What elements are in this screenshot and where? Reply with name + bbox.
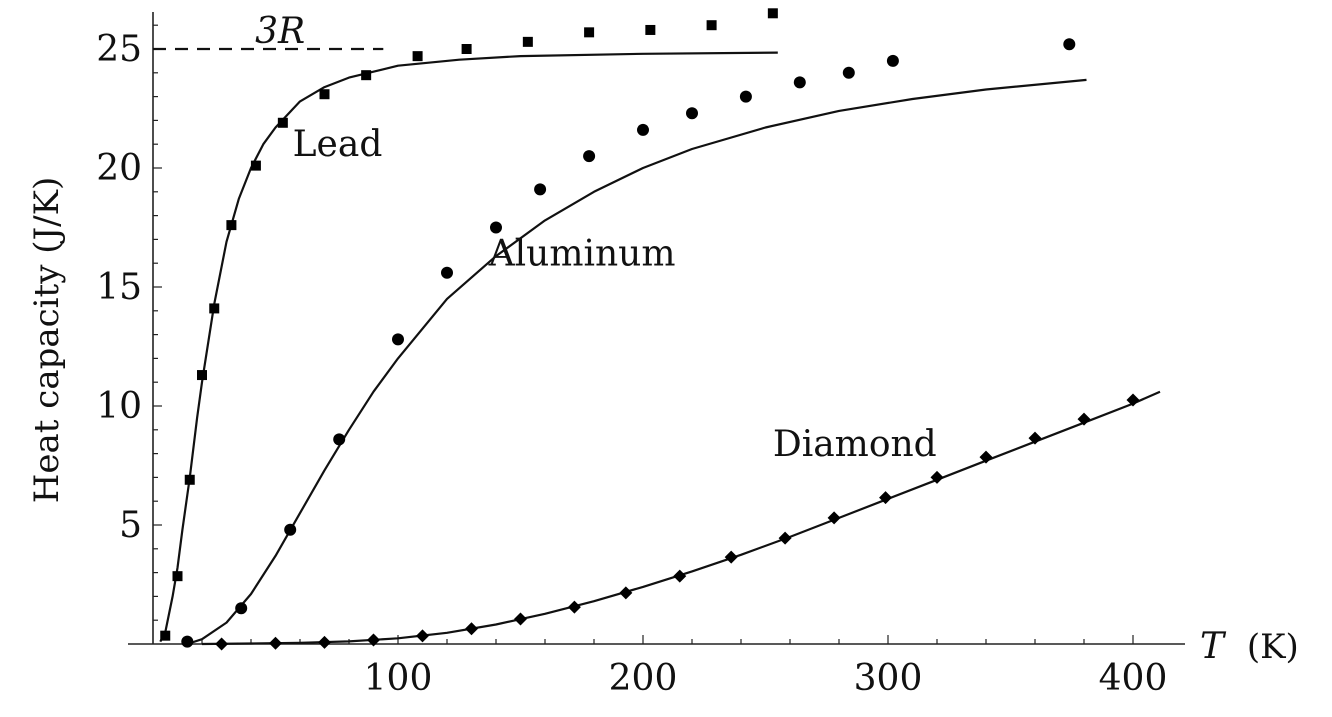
y-tick-label: 25 — [96, 29, 142, 70]
model-curves — [159, 51, 1161, 646]
diamond-data-point — [979, 450, 993, 464]
lead-data-point — [277, 117, 288, 128]
aluminum-data-point — [333, 433, 346, 446]
lead-data-point — [209, 303, 220, 314]
diamond-data-point — [619, 586, 633, 600]
diamond-data-point — [567, 600, 581, 614]
aluminum-curve — [186, 78, 1087, 646]
x-tick-label: 200 — [609, 658, 678, 699]
diamond-data-point — [827, 511, 841, 525]
lead-data-point — [412, 51, 423, 62]
y-tick-label: 5 — [119, 505, 142, 546]
diamond-series-label: Diamond — [773, 424, 937, 465]
aluminum-data-point — [637, 123, 649, 136]
aluminum-series-label: Aluminum — [488, 234, 676, 275]
aluminum-data-point — [235, 602, 248, 615]
x-axis-title-symbol: T — [1200, 626, 1227, 667]
lead-data-point — [461, 44, 472, 54]
x-tick-label: 400 — [1099, 658, 1168, 699]
aluminum-data-point — [490, 221, 502, 234]
diamond-data-point — [930, 470, 944, 484]
lead-data-point — [250, 160, 261, 171]
aluminum-data-point — [441, 266, 453, 279]
ticks — [153, 24, 1134, 644]
x-tick-label: 100 — [364, 658, 433, 699]
lead-data-point — [522, 36, 533, 47]
aluminum-data-point — [739, 90, 752, 103]
lead-data-point — [319, 89, 330, 100]
lead-curve — [159, 51, 778, 643]
reference-3r: 3R — [153, 11, 384, 52]
lead-data-point — [172, 571, 183, 582]
aluminum-data-point — [686, 107, 698, 120]
aluminum-data-point — [583, 150, 596, 163]
aluminum-data-point — [1063, 38, 1076, 51]
aluminum-data-point — [181, 635, 194, 648]
diamond-data-point — [318, 635, 331, 649]
x-axis-title-unit: (K) — [1247, 627, 1299, 667]
data-markers — [160, 8, 1140, 651]
diamond-data-point — [673, 569, 687, 583]
tick-labels: 100 200 300 400 5 10 15 20 25 — [96, 29, 1167, 699]
lead-data-point — [184, 474, 195, 485]
aluminum-data-point — [284, 523, 297, 536]
lead-data-point — [584, 27, 595, 38]
y-tick-label: 20 — [96, 148, 142, 189]
diamond-data-point — [724, 550, 738, 564]
lead-data-point — [226, 220, 237, 231]
x-tick-label: 300 — [854, 658, 923, 699]
axes — [128, 12, 1185, 645]
diamond-data-point — [514, 612, 527, 626]
reference-label-3r: 3R — [255, 11, 305, 52]
y-tick-label: 15 — [96, 267, 142, 308]
x-axis-title: T (K) — [1200, 626, 1299, 667]
diamond-data-point — [215, 637, 229, 651]
lead-data-point — [706, 20, 717, 31]
diamond-data-point — [1028, 431, 1042, 445]
aluminum-data-point — [886, 54, 899, 67]
aluminum-data-point — [534, 183, 547, 196]
lead-data-point — [645, 24, 656, 35]
lead-data-point — [767, 8, 778, 19]
series-labels: Lead Aluminum Diamond — [293, 124, 937, 465]
diamond-data-point — [269, 636, 282, 650]
y-axis-title: Heat capacity (J/K) — [27, 177, 67, 503]
diamond-data-point — [879, 491, 893, 505]
aluminum-data-point — [392, 333, 404, 346]
lead-data-point — [361, 70, 372, 81]
diamond-data-point — [1126, 393, 1140, 407]
y-tick-label: 10 — [96, 386, 142, 427]
diamond-data-point — [1077, 412, 1091, 426]
lead-data-point — [160, 630, 171, 641]
aluminum-data-point — [842, 66, 855, 79]
diamond-data-point — [465, 622, 478, 636]
aluminum-data-point — [793, 76, 806, 89]
lead-data-point — [197, 370, 207, 381]
diamond-data-point — [778, 531, 792, 545]
lead-series-label: Lead — [293, 124, 383, 165]
diamond-data-point — [367, 633, 380, 647]
diamond-curve — [201, 390, 1161, 646]
diamond-data-point — [416, 629, 429, 643]
